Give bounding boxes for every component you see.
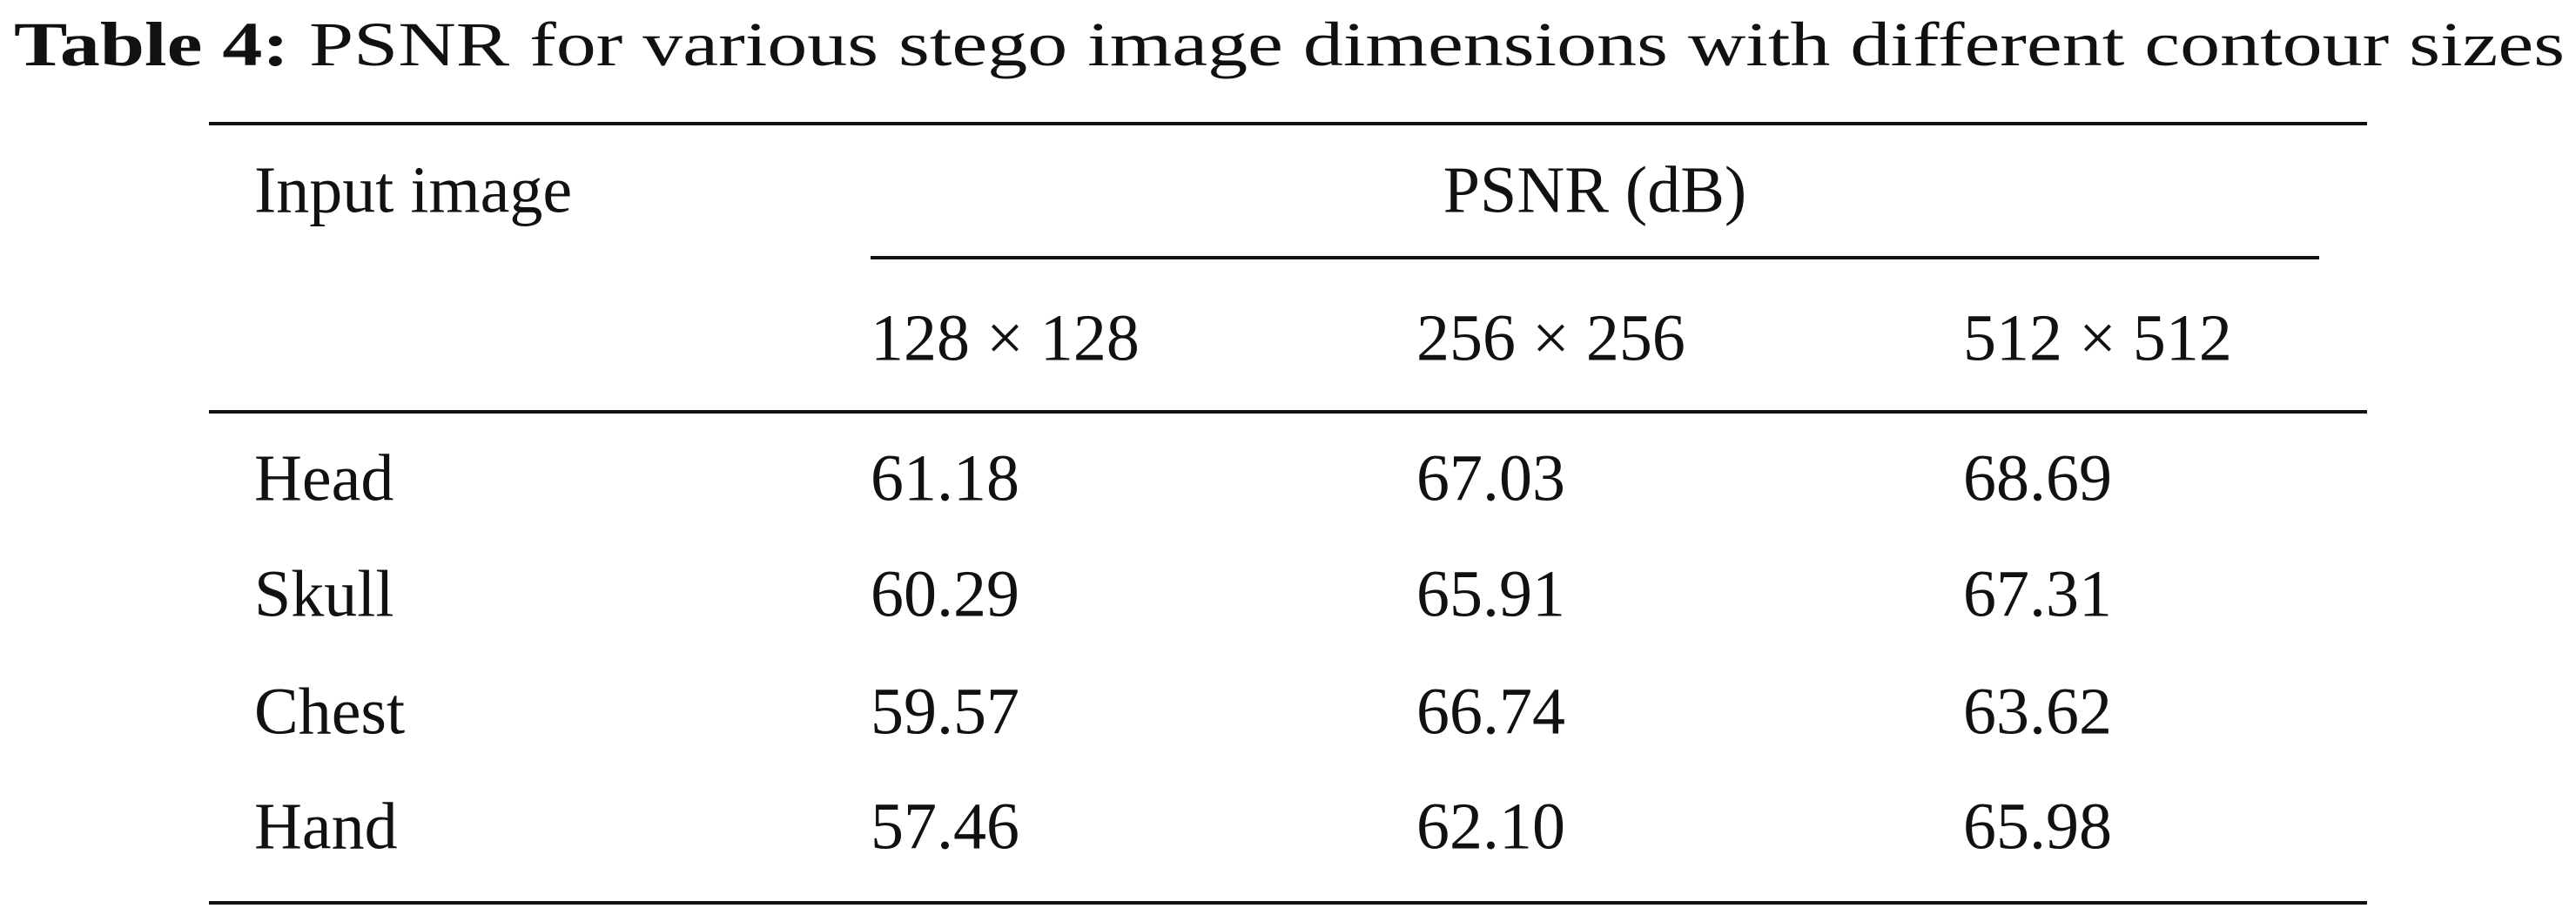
- cell: 59.57: [871, 675, 1019, 748]
- subheader: 512 × 512: [1963, 301, 2232, 374]
- cell: 68.69: [1963, 441, 2112, 515]
- subheader: 256 × 256: [1416, 301, 1685, 374]
- cell: 60.29: [871, 557, 1019, 630]
- table-body: 128 × 128 256 × 256 512 × 512 Head 61.18 67.0…: [254, 301, 2232, 863]
- column-header: PSNR (dB): [1443, 153, 1746, 226]
- caption-text: PSNR for various stego image dimensions …: [309, 10, 2565, 79]
- cell: 57.46: [871, 790, 1019, 863]
- cell: 65.91: [1416, 557, 1565, 630]
- cell: 61.18: [871, 441, 1019, 515]
- cell: 67.31: [1963, 557, 2112, 630]
- subheader: 128 × 128: [871, 301, 1140, 374]
- row-label: Skull: [254, 557, 394, 630]
- cell: 65.98: [1963, 790, 2112, 863]
- cell: 66.74: [1416, 675, 1565, 748]
- cell: 67.03: [1416, 441, 1565, 515]
- row-label: Chest: [254, 675, 405, 748]
- cell: 62.10: [1416, 790, 1565, 863]
- row-label: Hand: [254, 790, 398, 863]
- caption: Table 4: PSNR for various stego image dim…: [14, 10, 2565, 79]
- column-header: Input image: [254, 153, 572, 226]
- cell: 63.62: [1963, 675, 2112, 748]
- caption-label: Table 4:: [14, 10, 289, 79]
- row-label: Head: [254, 441, 393, 515]
